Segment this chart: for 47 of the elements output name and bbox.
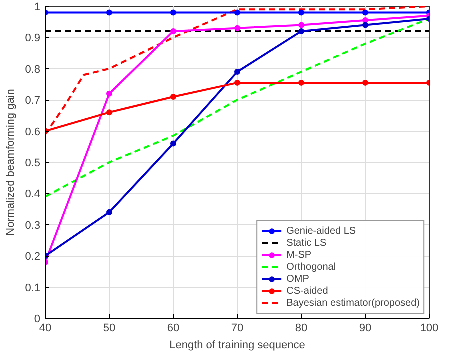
x-tick-label: 50 <box>103 322 116 334</box>
y-axis-title: Normalized beamforming gain <box>5 89 18 236</box>
point <box>298 10 304 16</box>
point <box>106 90 112 97</box>
x-tick-label: 60 <box>167 322 180 334</box>
y-tick-label: 0.6 <box>25 126 41 138</box>
x-axis-title: Length of training sequence <box>170 340 306 352</box>
x-tick-label: 80 <box>295 322 308 334</box>
point <box>298 80 304 86</box>
legend-label: CS-aided <box>286 285 328 297</box>
point <box>170 28 176 34</box>
line-series <box>46 18 430 198</box>
legend-label: OMP <box>286 273 310 285</box>
y-tick-label: 0.3 <box>25 220 41 232</box>
point <box>234 25 240 32</box>
legend-label: Orthogonal <box>286 261 336 273</box>
point <box>106 10 112 16</box>
x-tick-label: 90 <box>359 322 372 334</box>
x-tick-label: 70 <box>231 322 244 334</box>
point <box>234 10 240 16</box>
y-tick-label: 0.4 <box>25 188 41 201</box>
point <box>170 94 176 100</box>
legend-label: M-SP <box>286 249 312 261</box>
point <box>170 140 176 147</box>
point <box>106 209 112 216</box>
y-tick-label: 0.9 <box>25 32 41 45</box>
point <box>362 22 368 28</box>
point <box>298 28 304 34</box>
x-tick-label: 100 <box>420 322 439 334</box>
y-tick-label: 0 <box>34 314 41 326</box>
y-tick-label: 0.8 <box>25 64 41 76</box>
y-tick-label: 1 <box>34 2 41 14</box>
y-tick-label: 0.2 <box>25 251 41 264</box>
y-tick-label: 0.1 <box>25 282 41 294</box>
legend-label: Bayesian estimator(proposed) <box>286 297 420 309</box>
y-tick-label: 0.7 <box>25 95 41 108</box>
point <box>298 22 304 28</box>
point <box>362 80 368 86</box>
legend-label: Static LS <box>286 237 327 249</box>
point <box>362 10 368 16</box>
point <box>234 69 240 76</box>
point <box>106 110 112 116</box>
point <box>170 10 176 16</box>
legend-label: Genie-aided LS <box>286 225 356 237</box>
point <box>234 80 240 86</box>
y-tick-label: 0.5 <box>25 158 41 170</box>
x-tick-label: 40 <box>39 322 52 334</box>
